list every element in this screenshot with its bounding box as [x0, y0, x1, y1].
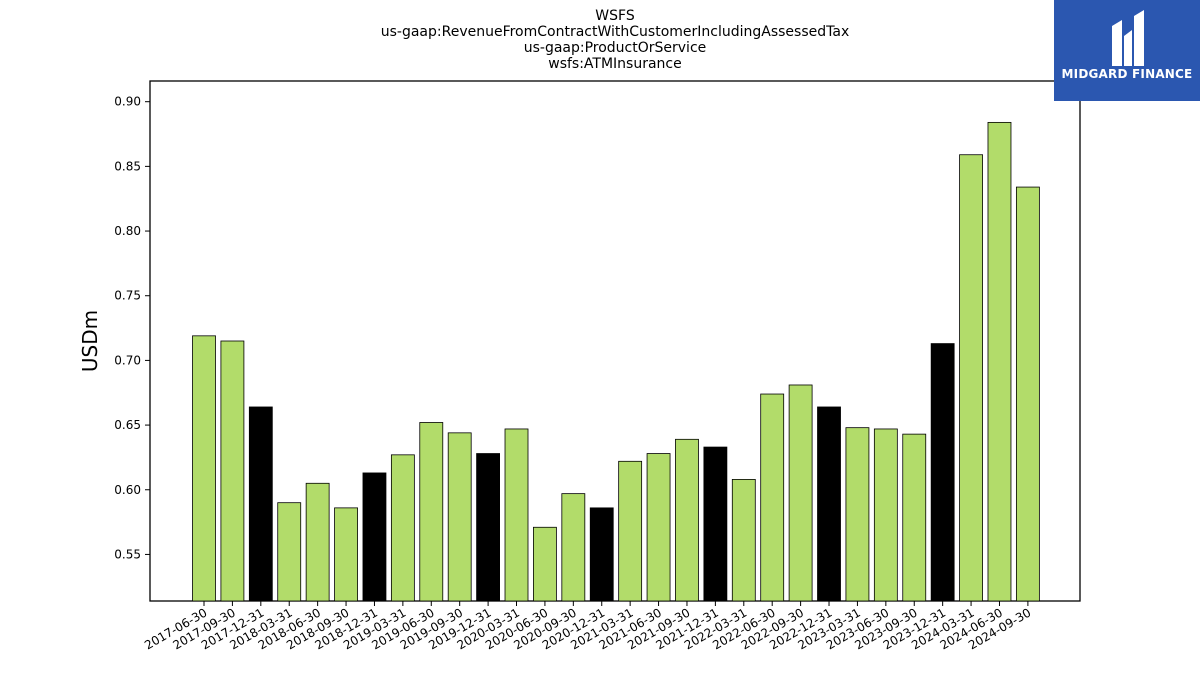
y-axis-label: USDm: [78, 310, 102, 372]
bar-2022-06-30: [760, 393, 785, 602]
bar-2018-03-31: [277, 502, 302, 602]
bar-2019-06-30: [419, 422, 444, 602]
brand-logo: MIDGARD FINANCE: [1054, 0, 1200, 101]
bar-2023-03-31: [845, 427, 870, 602]
y-tick-label: 0.70: [114, 353, 141, 367]
chart-title: WSFSus-gaap:RevenueFromContractWithCusto…: [381, 8, 850, 72]
bar-2022-09-30: [788, 384, 813, 602]
y-tick-label: 0.80: [114, 224, 141, 238]
bar-2024-06-30: [987, 121, 1012, 602]
bar-2024-03-31: [959, 154, 983, 602]
y-tick-label: 0.65: [114, 418, 141, 432]
bar-2018-12-31: [362, 472, 387, 602]
chart-title-line: WSFS: [595, 8, 635, 24]
y-tick-label: 0.75: [114, 289, 141, 303]
y-tick-label: 0.55: [114, 547, 141, 561]
bar-2023-09-30: [902, 433, 927, 602]
bar-2018-09-30: [334, 507, 358, 602]
y-tick-label: 0.60: [114, 483, 141, 497]
brand-logo-icon: [1112, 10, 1144, 66]
bar-2017-09-30: [220, 340, 245, 602]
bar-2021-09-30: [675, 438, 699, 602]
bar-2023-12-31: [930, 343, 955, 602]
chart-title-line: us-gaap:ProductOrService: [524, 40, 707, 56]
bar-2019-12-31: [476, 453, 501, 602]
y-tick-label: 0.90: [114, 95, 141, 109]
bar-2020-12-31: [589, 507, 614, 602]
chart-title-line: wsfs:ATMInsurance: [548, 56, 682, 72]
bar-2021-12-31: [703, 446, 728, 602]
bar-2017-12-31: [248, 406, 273, 602]
bar-2017-06-30: [192, 335, 216, 602]
bar-2018-06-30: [305, 482, 330, 602]
y-tick-label: 0.85: [114, 159, 141, 173]
bar-2023-06-30: [873, 428, 898, 602]
bar-2019-09-30: [447, 432, 472, 602]
x-axis: 2017-06-302017-09-302017-12-312018-03-31…: [142, 601, 1033, 652]
bar-2020-03-31: [504, 428, 529, 602]
plot-area: [149, 80, 1081, 602]
chart-title-line: us-gaap:RevenueFromContractWithCustomerI…: [381, 24, 850, 40]
bar-2020-06-30: [533, 526, 557, 602]
bar-2024-09-30: [1015, 186, 1040, 602]
bar-series: [192, 121, 1040, 602]
bar-2021-03-31: [618, 460, 643, 602]
y-axis: 0.55 0.60 0.65 0.70 0.75 0.80 0.85 0.90: [114, 95, 150, 561]
bar-2019-03-31: [390, 454, 415, 602]
bar-2022-03-31: [731, 479, 756, 602]
bar-2022-12-31: [817, 406, 841, 602]
bar-2021-06-30: [646, 453, 671, 602]
brand-name: MIDGARD FINANCE: [1061, 67, 1193, 81]
bar-2020-09-30: [561, 493, 586, 602]
